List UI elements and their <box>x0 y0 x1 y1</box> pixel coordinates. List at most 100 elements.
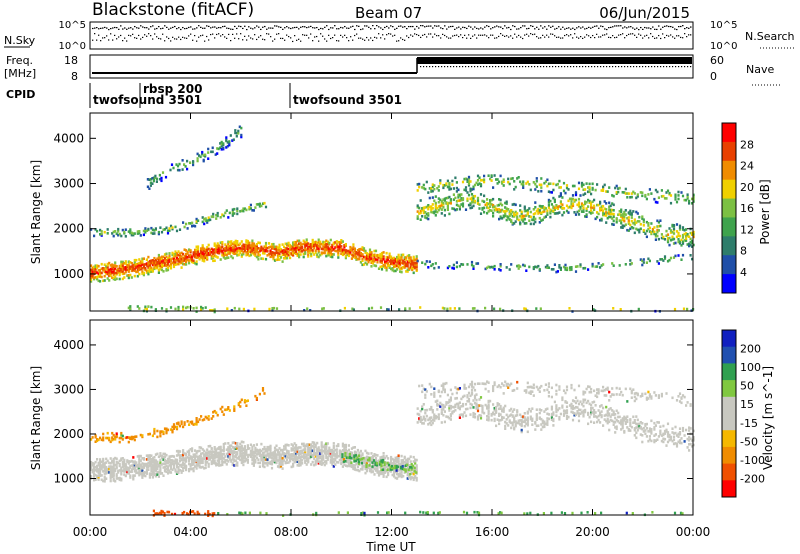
power-cell <box>126 268 129 272</box>
power-cell <box>155 180 158 183</box>
velocity-cell <box>349 459 352 462</box>
power-cell <box>446 307 449 311</box>
power-cell <box>160 230 164 234</box>
power-cell <box>311 241 314 244</box>
velocity-cell <box>127 436 130 439</box>
power-cell <box>94 264 97 267</box>
velocity-cell <box>411 476 414 479</box>
nsearch-point <box>548 25 550 27</box>
power-cell <box>404 307 407 310</box>
power-cell <box>364 261 367 265</box>
power-cell <box>476 196 480 200</box>
power-cell <box>415 265 418 268</box>
power-cell <box>261 251 265 255</box>
power-cell <box>235 131 238 135</box>
power-cell <box>455 203 458 207</box>
power-cell <box>257 257 260 261</box>
power-cell <box>584 200 587 204</box>
power-cell <box>543 216 546 219</box>
power-cell <box>189 255 192 259</box>
nsky-label: N.Sky <box>4 34 36 47</box>
power-cell <box>356 257 359 261</box>
power-cell <box>373 256 376 259</box>
power-cell <box>546 178 549 182</box>
velocity-cell <box>222 449 225 453</box>
power-cell <box>182 252 185 256</box>
power-cell <box>180 257 183 261</box>
nave-point <box>651 66 653 68</box>
velocity-cell <box>94 440 97 443</box>
nsky-point <box>470 37 472 40</box>
power-cell <box>93 234 96 238</box>
nsky-point <box>96 39 98 41</box>
velocity-cell <box>182 466 185 470</box>
power-cell <box>240 135 243 139</box>
power-cell <box>255 203 258 206</box>
velocity-cell <box>279 463 283 466</box>
power-cell <box>114 230 117 233</box>
nsky-point <box>388 33 390 35</box>
velocity-cell <box>403 461 406 464</box>
nsky-point <box>280 37 282 39</box>
power-cell <box>561 196 564 199</box>
power-cell <box>486 198 489 201</box>
power-cell <box>261 247 265 250</box>
power-cell <box>203 256 206 259</box>
nsky-point <box>372 39 374 42</box>
velocity-cell <box>390 458 393 461</box>
nsky-point <box>566 34 568 36</box>
power-cell <box>408 267 411 270</box>
power-cell <box>663 255 667 258</box>
power-cell <box>151 259 154 262</box>
power-cell <box>236 207 239 210</box>
power-cell <box>317 244 320 248</box>
velocity-cell <box>352 466 355 469</box>
velocity-cell <box>219 455 222 458</box>
nsky-point <box>518 34 520 37</box>
power-cell <box>124 235 127 238</box>
power-cell <box>665 229 668 233</box>
power-cell <box>121 262 124 265</box>
velocity-cell <box>316 452 319 455</box>
power-cell <box>301 243 304 246</box>
power-cell <box>487 265 490 269</box>
power-cell <box>681 226 685 229</box>
power-cell <box>216 244 219 248</box>
nsky-point <box>220 35 222 37</box>
velocity-cell <box>356 448 359 452</box>
velocity-cell <box>290 443 293 446</box>
power-cell <box>266 250 269 253</box>
velocity-cell <box>96 464 99 468</box>
velocity-cell <box>201 451 204 455</box>
velocity-cell <box>230 444 233 447</box>
power-cell <box>166 258 170 262</box>
velocity-cell <box>307 445 310 448</box>
power-cell <box>151 268 154 271</box>
power-cell <box>227 248 230 252</box>
power-cell <box>213 248 216 251</box>
velocity-cell <box>183 466 186 470</box>
velocity-cell <box>236 443 239 447</box>
power-cell <box>313 241 316 244</box>
velocity-cell <box>387 473 390 477</box>
power-cell <box>326 253 329 257</box>
power-cell <box>507 215 510 219</box>
nsky-point <box>112 39 114 41</box>
power-cell <box>430 205 433 208</box>
power-cell <box>150 305 153 309</box>
power-cell <box>118 273 121 277</box>
velocity-cell <box>200 460 203 464</box>
velocity-cell <box>94 473 97 477</box>
velocity-cell <box>255 448 258 452</box>
power-cell <box>319 242 322 246</box>
velocity-cell <box>251 462 254 465</box>
nave-point <box>573 66 575 68</box>
velocity-cell <box>195 464 198 467</box>
power-cell <box>207 218 210 222</box>
nsearch-point <box>586 27 588 30</box>
velocity-cell <box>287 456 290 459</box>
power-cell <box>154 176 157 179</box>
power-cell <box>198 154 201 157</box>
power-cell <box>455 261 458 264</box>
velocity-cell <box>242 463 245 467</box>
